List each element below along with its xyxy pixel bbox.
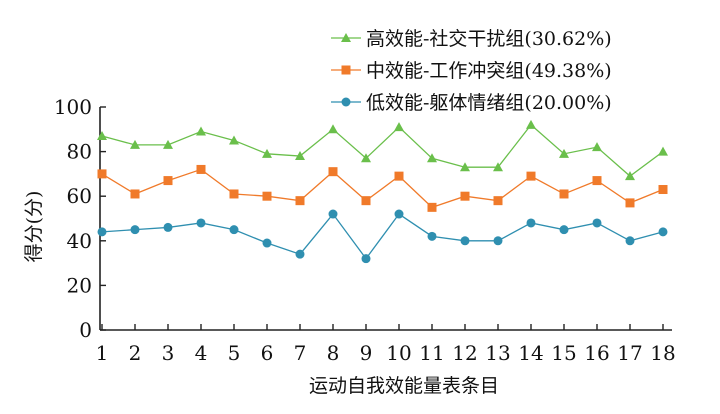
data-point [592,176,602,186]
data-point [361,196,371,206]
series-2 [97,164,668,212]
legend-label: 低效能-躯体情绪组(20.00%) [366,92,612,114]
data-point [559,189,569,199]
data-point [658,146,668,156]
data-point [658,185,668,195]
data-point [295,249,305,259]
data-point [361,254,371,264]
y-tick-label: 80 [67,140,92,164]
data-point [328,209,338,219]
data-point [526,218,536,228]
data-point [625,171,635,181]
data-point [196,164,206,174]
data-point [625,236,635,246]
data-point [460,191,470,201]
data-point [394,122,404,132]
data-point [196,218,206,228]
data-point [163,139,173,149]
data-point [592,218,602,228]
data-point [526,119,536,129]
data-point [295,151,305,161]
x-tick-label: 2 [129,341,142,365]
series-line [101,123,664,177]
data-point [427,153,437,163]
data-point [493,162,503,172]
data-point [97,169,107,179]
data-point [559,225,569,235]
x-tick-label: 13 [485,341,510,365]
x-tick-label: 6 [261,341,274,365]
data-point [460,236,470,246]
data-point [427,231,437,241]
data-point [262,191,272,201]
x-tick-label: 18 [650,341,675,365]
data-point [229,189,239,199]
data-point [163,222,173,232]
data-point [526,171,536,181]
x-tick-label: 9 [360,341,373,365]
series-layer [97,119,668,264]
x-tick-label: 4 [195,341,208,365]
y-tick-label: 40 [67,229,92,253]
data-point [130,189,140,199]
data-point [394,171,404,181]
x-tick-label: 3 [162,341,175,365]
data-point [328,167,338,177]
x-tick-label: 5 [228,341,241,365]
x-tick-label: 14 [518,341,543,365]
x-tick-label: 16 [584,341,609,365]
legend-marker [341,65,351,75]
x-tick-label: 7 [294,341,307,365]
data-point [97,227,107,237]
y-tick-label: 20 [67,273,92,297]
data-point [262,148,272,158]
y-axis-label: 得分(分) [23,191,45,263]
data-point [493,196,503,206]
series-1 [97,119,668,181]
data-point [658,227,668,237]
legend-label: 高效能-社交干扰组(30.62%) [366,28,612,50]
data-point [328,124,338,134]
y-tick-label: 100 [54,95,92,119]
legend-marker [341,97,351,107]
data-point [295,196,305,206]
x-tick-label: 10 [386,341,411,365]
x-tick-label: 11 [419,341,444,365]
data-point [427,202,437,212]
y-tick-label: 60 [67,184,92,208]
data-point [592,142,602,152]
x-tick-label: 15 [551,341,576,365]
legend-item: 中效能-工作冲突组(49.38%) [331,60,612,82]
data-point [196,126,206,136]
data-point [130,225,140,235]
data-point [493,236,503,246]
y-tick-label: 0 [79,318,92,342]
series-3 [97,209,668,264]
data-point [625,198,635,208]
data-point [460,162,470,172]
data-point [361,153,371,163]
data-point [262,238,272,248]
data-point [163,176,173,186]
data-point [229,135,239,145]
x-axis-label: 运动自我效能量表条目 [309,375,499,397]
data-point [130,139,140,149]
legend: 高效能-社交干扰组(30.62%) 中效能-工作冲突组(49.38%) 低效能-躯体… [331,28,612,114]
series-line [101,168,664,209]
series-line [101,212,664,260]
legend-item: 高效能-社交干扰组(30.62%) [331,28,612,50]
x-tick-label: 17 [617,341,642,365]
x-tick-label: 1 [96,341,109,365]
legend-item: 低效能-躯体情绪组(20.00%) [331,92,612,114]
data-point [559,148,569,158]
legend-marker [341,33,351,42]
data-point [97,130,107,140]
legend-label: 中效能-工作冲突组(49.38%) [366,60,612,82]
x-tick-label: 8 [327,341,340,365]
x-tick-label: 12 [452,341,477,365]
data-point [229,225,239,235]
data-point [394,209,404,219]
